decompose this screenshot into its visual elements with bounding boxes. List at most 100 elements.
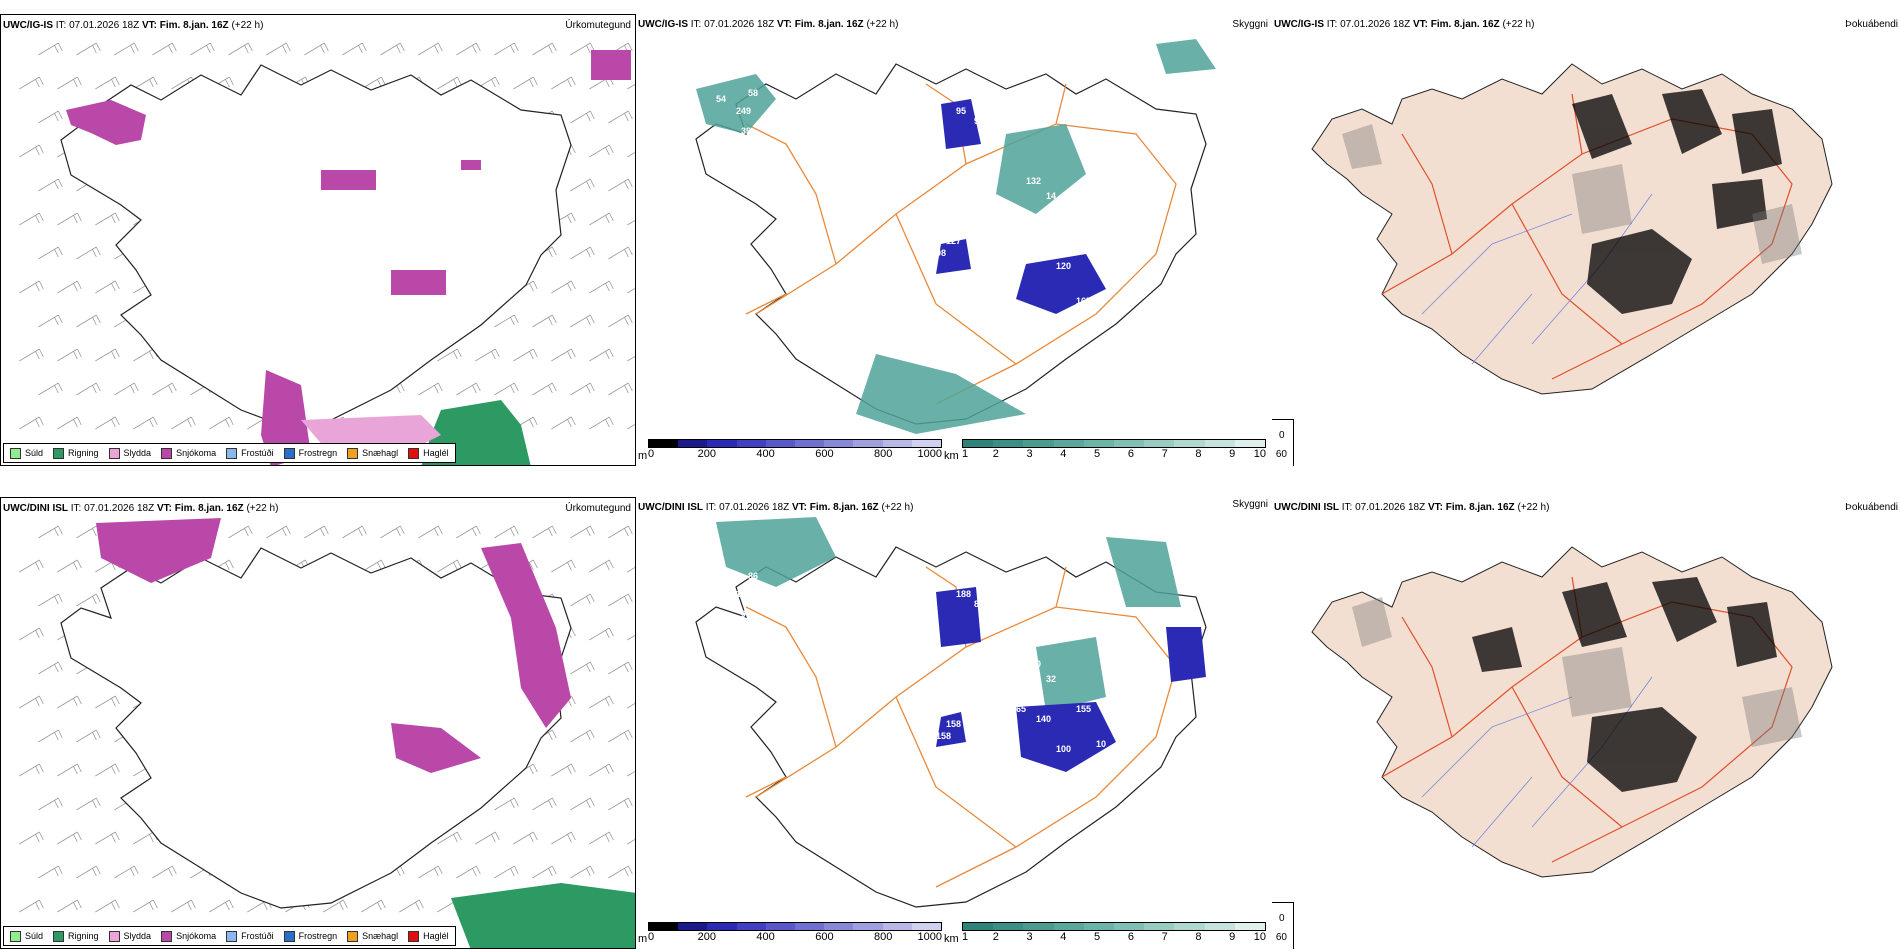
legend-swatch <box>226 930 238 942</box>
cloudbase-unit: m <box>638 450 648 462</box>
visibility-value-label: 12 <box>1076 221 1086 231</box>
colorbar-cell <box>1053 923 1084 930</box>
fog-index-map-1: UWC/IG-IS IT: 07.01.2026 18Z VT: Fim. 8.… <box>1272 14 1900 466</box>
wind-barb <box>418 42 443 56</box>
colorbar-cell <box>678 923 708 930</box>
colorbar-tick: 10 <box>1253 931 1266 943</box>
wind-barb <box>589 280 614 294</box>
colorbar-cell <box>795 923 825 930</box>
wind-barb <box>494 382 519 396</box>
colorbar-cell <box>1234 923 1266 930</box>
visibility-value-label: 249 <box>736 106 751 116</box>
wind-barb <box>38 525 63 539</box>
colorbar-cell <box>1083 923 1115 930</box>
wind-barb <box>551 76 576 90</box>
panel-variable: Þokuábendi <box>1845 19 1898 30</box>
wind-barb <box>551 416 576 430</box>
visibility-value-label: 140 <box>1036 714 1051 724</box>
wind-barb <box>570 865 595 879</box>
wind-barb <box>266 525 291 539</box>
visibility-value-label: 114 <box>1086 809 1101 819</box>
wind-barb <box>361 899 386 913</box>
wind-barb <box>380 42 405 56</box>
visibility-value-label: 72 <box>961 659 971 669</box>
wind-barb <box>437 76 462 90</box>
legend-label: Frostregn <box>298 448 338 458</box>
colorbar-tick: 5 <box>1094 448 1101 460</box>
wind-barb <box>627 770 635 777</box>
wind-barb <box>152 382 177 396</box>
legend-item: Slydda <box>108 447 151 459</box>
panel-title: UWC/DINI ISL IT: 07.01.2026 18Z VT: Fim.… <box>1274 502 1550 513</box>
wind-barb <box>19 559 44 573</box>
fog-legend: 0 60 <box>1272 902 1294 949</box>
legend-item: Frostúði <box>226 447 274 459</box>
wind-barb <box>133 76 158 90</box>
legend-item: Rigning <box>53 930 99 942</box>
panel-title: UWC/DINI ISL IT: 07.01.2026 18Z VT: Fim.… <box>638 502 914 513</box>
wind-barb <box>266 42 291 56</box>
wind-barb <box>19 899 44 913</box>
wind-barb <box>38 42 63 56</box>
visibility-value-label: 14 <box>1046 191 1056 201</box>
wind-barb <box>475 348 500 362</box>
wind-barb <box>57 559 82 573</box>
wind-barb <box>608 661 633 675</box>
fog-legend-row: 0 <box>1272 910 1287 926</box>
wind-barb <box>627 287 635 294</box>
panel-variable: Úrkomutegund <box>565 503 631 514</box>
colorbar-cell <box>993 923 1024 930</box>
wind-barb <box>589 348 614 362</box>
wind-barb <box>494 525 519 539</box>
wind-barb <box>76 729 101 743</box>
visibility-value-label: 39 <box>741 126 751 136</box>
colorbar-cell <box>1053 440 1084 447</box>
fog-legend-label: 0 <box>1279 429 1285 441</box>
wind-barb <box>418 525 443 539</box>
legend-label: Snjókoma <box>176 448 217 458</box>
colorbar-cell <box>824 440 854 447</box>
wind-barb <box>76 42 101 56</box>
wind-barb <box>76 246 101 260</box>
visibility-value-label: 81 <box>981 649 991 659</box>
wind-barb <box>608 246 633 260</box>
wind-barb <box>95 899 120 913</box>
panel-title: UWC/IG-IS IT: 07.01.2026 18Z VT: Fim. 8.… <box>638 19 899 30</box>
legend-swatch <box>53 930 65 942</box>
colorbar-tick: 600 <box>815 931 834 943</box>
legend-swatch <box>283 930 295 942</box>
visibility-value-label: 11 <box>1086 326 1096 336</box>
legend-item: Snæhagl <box>347 447 398 459</box>
colorbar-cell <box>707 923 737 930</box>
colorbar-cell <box>765 440 796 447</box>
legend-item: Snjókoma <box>161 447 217 459</box>
fog-legend: 0 60 <box>1272 419 1294 466</box>
visibility-value-label: 98 <box>1196 909 1206 917</box>
visibility-colorbar: 1 2 3 4 5 6 7 8 9 10 <box>962 439 1266 460</box>
colorbar-tick: 200 <box>697 448 716 460</box>
wind-barb <box>589 144 614 158</box>
colorbar-cell <box>1174 440 1205 447</box>
legend-item: Slydda <box>108 930 151 942</box>
legend-swatch <box>347 447 359 459</box>
wind-barb <box>95 280 120 294</box>
colorbar-tick: 6 <box>1127 448 1134 460</box>
wind-barb <box>494 42 519 56</box>
cloudbase-colorbar: 0 200 400 600 800 1000 <box>648 439 942 460</box>
visibility-colorbar: 1 2 3 4 5 6 7 8 9 10 <box>962 922 1266 943</box>
wind-barb <box>494 797 519 811</box>
colorbar-cell <box>1234 440 1266 447</box>
legend-label: Snæhagl <box>362 931 399 941</box>
legend-label: Haglél <box>423 448 449 458</box>
fog-legend-label: 60 <box>1275 931 1287 943</box>
wind-barb <box>57 76 82 90</box>
wind-barb <box>95 695 120 709</box>
colorbar-tick: 2 <box>992 931 999 943</box>
panel-title: UWC/DINI ISL IT: 07.01.2026 18Z VT: Fim.… <box>3 503 279 514</box>
wind-barb <box>57 763 82 777</box>
wind-barb <box>551 348 576 362</box>
wind-barb <box>608 110 633 124</box>
legend-item: Haglél <box>408 930 449 942</box>
wind-barb <box>608 593 633 607</box>
wind-barb <box>95 348 120 362</box>
